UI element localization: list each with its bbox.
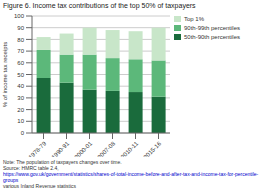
svg-text:20: 20 <box>17 107 24 113</box>
html-text:https://www.gov.uk/government/: https://www.gov.uk/government/statistics… <box>3 171 259 183</box>
svg-text:10: 10 <box>17 118 24 124</box>
html-text:various Inland Revenue statist: various Inland Revenue statistics <box>3 183 77 189</box>
svg-text:% of income tax receipts: % of income tax receipts <box>8 42 9 107</box>
html-text:Top 1%: Top 1% <box>184 16 204 22</box>
svg-text:30: 30 <box>17 95 24 101</box>
svg-text:0: 0 <box>21 130 25 136</box>
svg-text:40: 40 <box>17 83 24 89</box>
html-text:50th-90th percentiles: 50th-90th percentiles <box>184 34 240 40</box>
svg-text:50: 50 <box>17 72 24 78</box>
svg-text:2010-11: 2010-11 <box>120 140 140 157</box>
svg-text:100: 100 <box>14 13 25 19</box>
svg-text:60: 60 <box>17 60 24 66</box>
html-text:Source: HMRC table 2.4,: Source: HMRC table 2.4, <box>3 165 59 171</box>
svg-text:2015-16: 2015-16 <box>142 140 162 157</box>
svg-text:1990-91: 1990-91 <box>50 140 70 157</box>
html-text:Figure 6. Income tax contribut: Figure 6. Income tax contributions of th… <box>3 2 196 9</box>
svg-text:90: 90 <box>17 25 24 31</box>
svg-text:70: 70 <box>17 48 24 54</box>
html-text:90th-99th percentiles: 90th-99th percentiles <box>184 25 240 31</box>
svg-text:1978-79: 1978-79 <box>27 140 47 157</box>
svg-text:2000-01: 2000-01 <box>73 140 93 157</box>
html-text:Note: The population of taxpay: Note: The population of taxpayers change… <box>3 159 122 165</box>
svg-text:2007-08: 2007-08 <box>96 140 116 157</box>
svg-text:80: 80 <box>17 37 24 43</box>
